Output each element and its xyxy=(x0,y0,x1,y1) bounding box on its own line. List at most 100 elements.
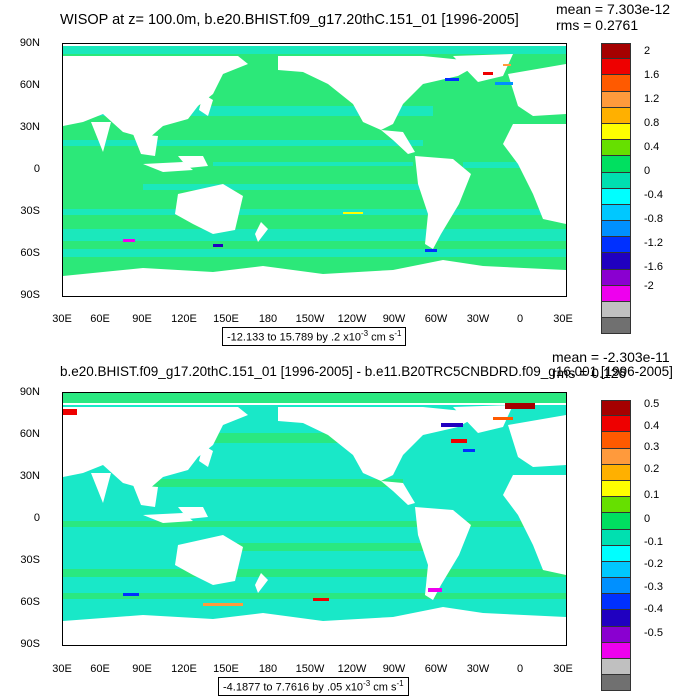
colorbar-swatch xyxy=(601,253,631,270)
p2-cb-label: -0.2 xyxy=(644,558,663,570)
colorbar-swatch xyxy=(601,59,631,76)
p2-lat-90s: 90S xyxy=(20,638,40,650)
p1-lon-60e: 60E xyxy=(90,313,110,325)
p2-cb-label: -0.3 xyxy=(644,581,663,593)
colorbar-swatch xyxy=(601,91,631,108)
panel2-range-exp: -3 xyxy=(363,679,371,688)
colorbar-swatch xyxy=(601,642,631,659)
colorbar-swatch xyxy=(601,188,631,205)
panel1-map xyxy=(62,43,567,297)
colorbar-swatch xyxy=(601,432,631,449)
colorbar-swatch xyxy=(601,156,631,173)
p2-cb-label: -0.5 xyxy=(644,627,663,639)
panel2-mean: mean = -2.303e-11 xyxy=(552,349,670,365)
p1-lat-30n: 30N xyxy=(19,121,40,133)
p1-cb-label: -1.6 xyxy=(644,261,663,273)
panel1-map-svg xyxy=(63,44,566,296)
colorbar-swatch xyxy=(601,513,631,530)
p1-cb-label: 0.8 xyxy=(644,117,660,129)
p1-lon-150w: 150W xyxy=(295,313,325,325)
p1-lat-90n: 90N xyxy=(19,37,40,49)
p1-lat-60s: 60S xyxy=(20,247,40,259)
p1-cb-label: 0 xyxy=(644,165,651,177)
p2-cb-label: 0.3 xyxy=(644,441,660,453)
panel2-range-label: -4.1877 to 7.7616 by .05 x10-3 cm s-1 xyxy=(218,677,409,696)
p1-cb-label: -2 xyxy=(644,280,654,292)
land-masses xyxy=(63,403,566,645)
colorbar-swatch xyxy=(601,545,631,562)
p1-lat-30s: 30S xyxy=(20,205,40,217)
p2-lon-120e: 120E xyxy=(171,663,197,675)
panel1-range-exp: -3 xyxy=(360,329,369,338)
colorbar-swatch xyxy=(601,659,631,676)
panel1-mean: mean = 7.303e-12 xyxy=(556,1,671,17)
p2-lat-0: 0 xyxy=(33,512,40,524)
panel2-range-text: -4.1877 to 7.7616 by .05 x10 xyxy=(223,681,364,694)
p1-lon-30e-end: 30E xyxy=(553,313,573,325)
colorbar-swatch xyxy=(601,464,631,481)
panel1-title: WISOP at z= 100.0m, b.e20.BHIST.f09_g17.… xyxy=(60,12,519,28)
p2-lon-60e: 60E xyxy=(90,663,110,675)
p2-lon-30e-end: 30E xyxy=(553,663,573,675)
p1-cb-label: 1.2 xyxy=(644,93,660,105)
p2-lon-90w: 90W xyxy=(382,663,406,675)
colorbar-swatch xyxy=(601,610,631,627)
p2-lat-60n: 60N xyxy=(19,428,40,440)
colorbar-swatch xyxy=(601,123,631,141)
p2-lon-60w: 60W xyxy=(424,663,448,675)
p1-lon-30e: 30E xyxy=(52,313,72,325)
p2-cb-label: 0 xyxy=(644,513,651,525)
colorbar-swatch xyxy=(601,140,631,157)
colorbar-swatch xyxy=(601,172,631,189)
p1-lat-60n: 60N xyxy=(19,79,40,91)
p2-cb-label: -0.1 xyxy=(644,536,663,548)
p1-lon-150e: 150E xyxy=(213,313,239,325)
p1-cb-label: -0.8 xyxy=(644,213,663,225)
colorbar-swatch xyxy=(601,561,631,579)
p2-lon-30e: 30E xyxy=(52,663,72,675)
p1-lon-120e: 120E xyxy=(171,313,197,325)
colorbar-swatch xyxy=(601,497,631,514)
colorbar-swatch xyxy=(601,578,631,595)
p2-lon-90e: 90E xyxy=(132,663,152,675)
p1-cb-label: 1.6 xyxy=(644,69,660,81)
colorbar-swatch xyxy=(601,594,631,611)
p1-lon-90e: 90E xyxy=(132,313,152,325)
land-masses xyxy=(63,44,566,296)
panel1-rms: rms = 0.2761 xyxy=(556,17,639,33)
panel2-title: b.e20.BHIST.f09_g17.20thC.151_01 [1996-2… xyxy=(60,364,673,379)
colorbar-swatch xyxy=(601,529,631,546)
p2-cb-label: 0.2 xyxy=(644,463,660,475)
p2-lat-30s: 30S xyxy=(20,554,40,566)
colorbar-swatch xyxy=(601,675,631,692)
panel2-anomalies xyxy=(63,403,535,606)
colorbar-swatch xyxy=(601,626,631,643)
p1-cb-label: -0.4 xyxy=(644,189,663,201)
colorbar-swatch xyxy=(601,43,631,60)
panel1-range-unit: cm s xyxy=(368,331,395,344)
panel1-anomalies xyxy=(123,64,513,252)
p2-lon-120w: 120W xyxy=(337,663,367,675)
p2-lon-180: 180 xyxy=(258,663,278,675)
p1-cb-label: -1.2 xyxy=(644,237,663,249)
p2-cb-label: 0.5 xyxy=(644,398,660,410)
panel1-range-unit-exp: -1 xyxy=(394,329,402,338)
colorbar-swatch xyxy=(601,204,631,222)
panel2-range-unit-exp: -1 xyxy=(396,679,404,688)
p2-lat-30n: 30N xyxy=(19,470,40,482)
ocean-bands xyxy=(63,393,566,599)
p1-lon-0: 0 xyxy=(516,313,524,325)
p2-lat-60s: 60S xyxy=(20,596,40,608)
panel1-colorbar xyxy=(601,43,631,335)
p2-lon-150w: 150W xyxy=(295,663,325,675)
colorbar-swatch xyxy=(601,448,631,465)
p1-lat-0: 0 xyxy=(33,163,40,175)
panel1-range-label: -12.133 to 15.789 by .2 x10-3 cm s-1 xyxy=(222,327,407,346)
colorbar-swatch xyxy=(601,318,631,335)
p1-lat-90s: 90S xyxy=(20,289,40,301)
panel2-map xyxy=(62,392,567,646)
colorbar-swatch xyxy=(601,237,631,254)
p2-cb-label: 0.4 xyxy=(644,420,660,432)
panel2-rms: rms = 0.126 xyxy=(552,365,627,381)
colorbar-swatch xyxy=(601,269,631,286)
